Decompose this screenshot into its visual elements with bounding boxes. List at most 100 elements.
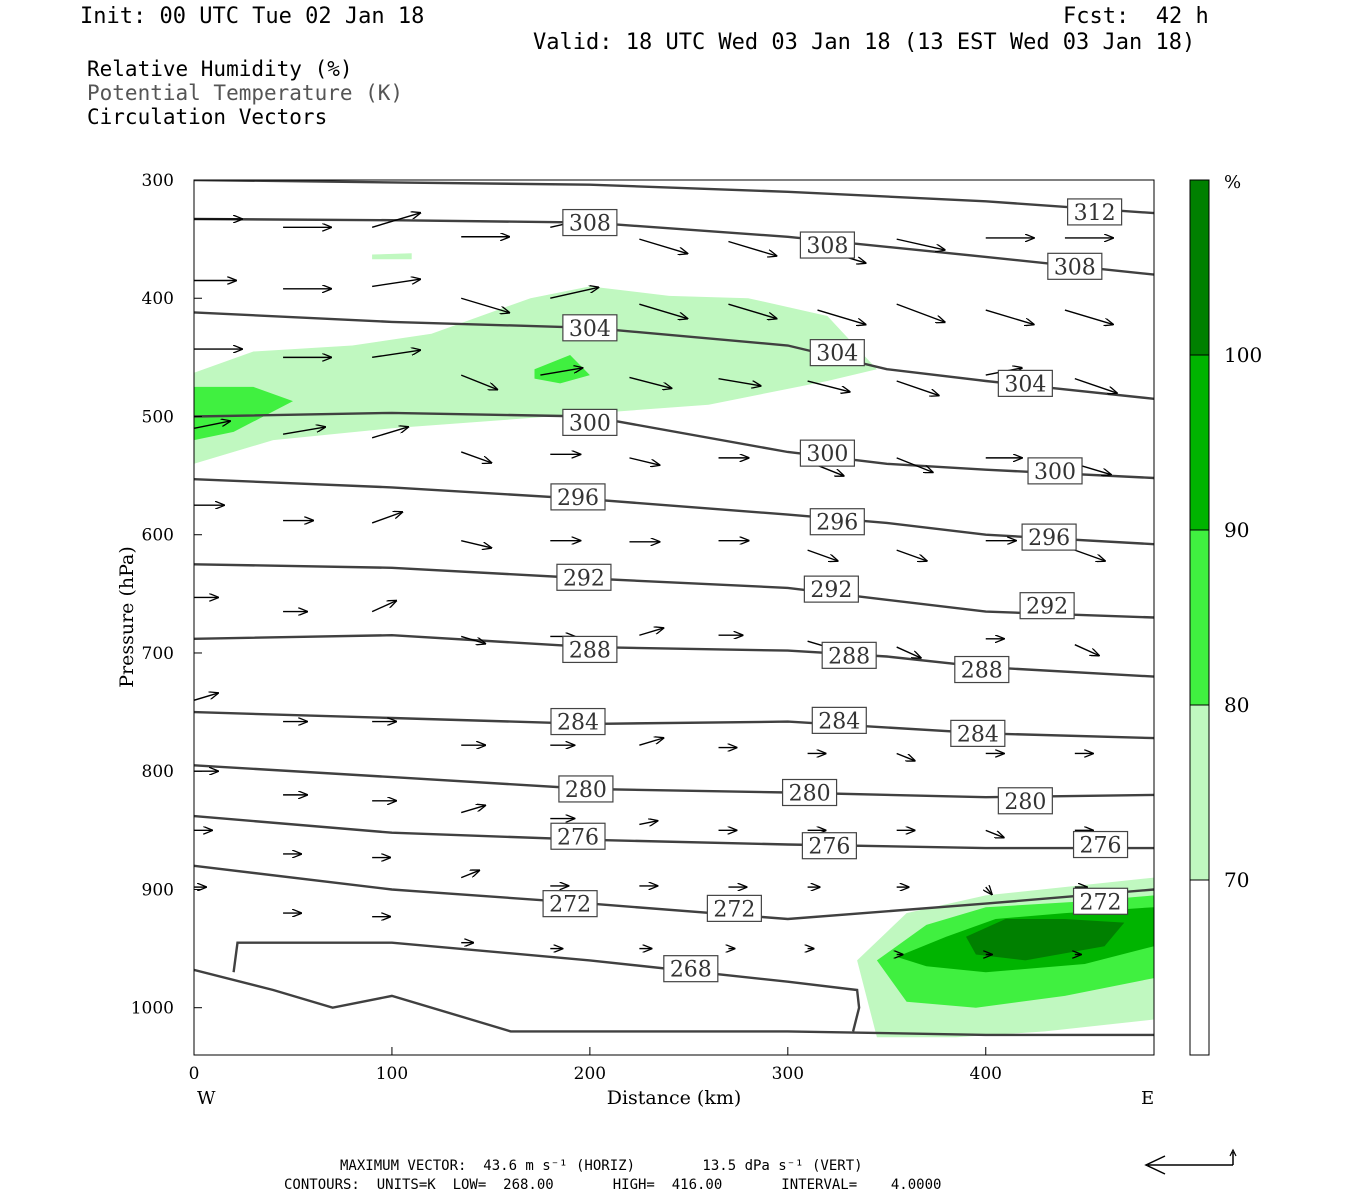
colorbar-segment <box>1190 705 1209 880</box>
theta-contour-304 <box>194 311 1154 400</box>
y-axis-title: Pressure (hPa) <box>116 546 138 688</box>
contour-label-box <box>706 894 762 922</box>
circulation-vector <box>371 213 420 228</box>
contour-label-box <box>562 635 618 664</box>
contour-label-box <box>781 778 838 807</box>
contour-label: 276 <box>808 835 850 860</box>
contour-label-box <box>950 719 1006 747</box>
rh-region-70 <box>372 253 412 260</box>
y-tick-label: 700 <box>142 644 174 664</box>
circulation-vector <box>1074 644 1099 656</box>
circulation-vector <box>896 549 927 561</box>
contour-label: 312 <box>1074 201 1116 226</box>
x-tick-label: 300 <box>772 1064 804 1084</box>
contour-label: 280 <box>789 782 831 807</box>
contour-labels: 312 308 308 308 304 304 304 300 300 300 296 296 296 2… <box>542 198 1129 983</box>
contour-info-note: CONTOURS: UNITS=K LOW= 268.00 HIGH= 416.… <box>284 1177 942 1193</box>
contour-label-box <box>821 641 877 669</box>
contour-label-box <box>550 483 606 511</box>
circulation-vector <box>460 451 491 463</box>
rh-region-80 <box>534 355 590 384</box>
colorbar-tick-label: 100 <box>1224 343 1262 367</box>
contour-label: 292 <box>810 578 852 603</box>
circulation-vector <box>896 752 915 760</box>
contour-label-box <box>1021 523 1077 551</box>
legend-potential-temperature: Potential Temperature (K) <box>87 81 404 105</box>
contour-label: 304 <box>1004 372 1046 397</box>
contour-label-box <box>1019 592 1075 620</box>
circulation-vector <box>807 380 850 392</box>
init-time: Init: 00 UTC Tue 02 Jan 18 <box>80 4 425 29</box>
contour-label: 288 <box>569 638 611 663</box>
contour-label-box <box>550 707 606 736</box>
circulation-vector <box>639 628 663 636</box>
circulation-vector <box>461 539 491 548</box>
circulation-vector <box>807 549 838 561</box>
circulation-vector <box>985 309 1034 324</box>
theta-contour-312 <box>194 180 1154 215</box>
circulation-vector <box>896 303 945 322</box>
contour-label: 276 <box>1080 834 1122 859</box>
circulation-vector <box>1074 377 1117 393</box>
circulation-vector <box>461 635 485 643</box>
circulation-vector <box>986 887 992 894</box>
legend-circulation-vectors: Circulation Vectors <box>87 105 328 129</box>
forecast-hour: Fcst: 42 h <box>1063 4 1209 29</box>
circulation-vector <box>639 303 687 318</box>
max-vector-note: MAXIMUM VECTOR: 43.6 m s⁻¹ (HORIZ) 13.5 … <box>340 1158 863 1174</box>
y-tick-label: 900 <box>142 880 174 900</box>
contour-label: 304 <box>569 317 611 342</box>
x-axis-title: Distance (km) <box>607 1087 742 1109</box>
contour-label-box <box>809 339 865 367</box>
x-tick-label: 200 <box>574 1064 606 1084</box>
colorbar-tick-label: 90 <box>1224 518 1249 542</box>
circulation-vector <box>372 279 420 288</box>
contour-label: 308 <box>1054 255 1096 280</box>
contour-label-box <box>809 508 865 536</box>
contour-label-box <box>801 832 857 860</box>
y-tick-label: 400 <box>142 289 174 309</box>
contour-label: 296 <box>557 486 599 511</box>
contour-label-box <box>799 231 856 259</box>
rh-region-100 <box>966 919 1125 961</box>
contour-label-box <box>562 208 618 237</box>
contour-label-box <box>997 787 1053 815</box>
circulation-vector <box>540 368 582 376</box>
circulation-vector <box>896 380 939 395</box>
theta-contour-308 <box>194 217 1154 276</box>
circulation-vector <box>460 374 497 389</box>
circulation-vector <box>629 376 671 388</box>
contour-label: 276 <box>557 825 599 850</box>
y-tick-label: 600 <box>142 526 174 546</box>
contour-label-box <box>1072 830 1129 859</box>
y-tick-label: 1000 <box>131 999 174 1019</box>
theta-contour-292 <box>194 563 1154 619</box>
rh-region-80 <box>194 386 293 441</box>
circulation-vector <box>896 646 921 658</box>
circulation-vector <box>371 427 408 439</box>
contour-label-box <box>1072 887 1129 915</box>
contour-label-box <box>550 822 606 850</box>
contour-label: 300 <box>569 411 611 436</box>
theta-contour-288 <box>194 633 1154 678</box>
theta-contour-300 <box>194 411 1154 480</box>
circulation-vector <box>371 512 402 524</box>
circulation-vector <box>1064 309 1113 324</box>
y-tick-label: 800 <box>142 762 174 782</box>
theta-contour-surface <box>194 968 1154 1037</box>
contour-label: 280 <box>1004 790 1046 815</box>
contour-label-box <box>799 439 856 467</box>
contour-label: 308 <box>569 212 611 237</box>
x-tick-label: 0 <box>189 1064 200 1084</box>
contour-label-box <box>811 706 867 734</box>
circulation-vector <box>728 240 776 255</box>
axes: 300 400 500 600 700 800 900 1000 0 100 200 300 400 <box>131 171 1002 1084</box>
theta-contour-272 <box>194 864 1154 921</box>
contour-label: 272 <box>549 893 591 918</box>
contour-label: 284 <box>957 722 999 747</box>
plot-frame <box>193 179 1155 1056</box>
contour-label: 300 <box>1034 460 1076 485</box>
y-tick-label: 300 <box>142 171 174 191</box>
contour-label: 288 <box>961 659 1003 684</box>
